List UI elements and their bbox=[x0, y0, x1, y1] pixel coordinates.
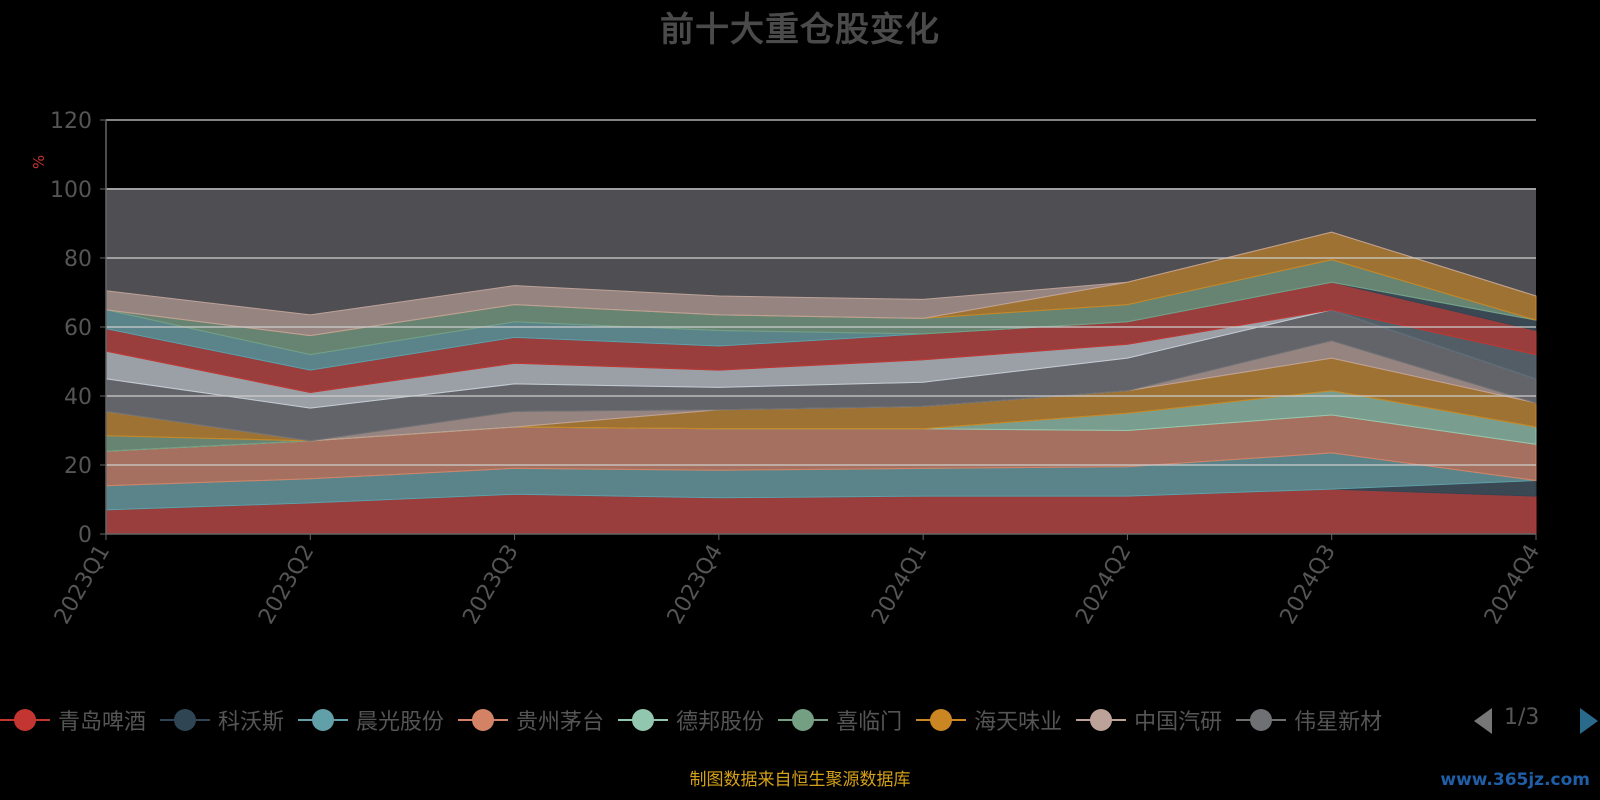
legend-item[interactable]: 青岛啤酒 bbox=[0, 703, 146, 737]
legend-marker-icon bbox=[618, 708, 669, 732]
legend-item-label: 伟星新材 bbox=[1294, 710, 1383, 735]
x-tick-label: 2023Q1 bbox=[50, 541, 115, 629]
legend-marker-icon bbox=[458, 708, 509, 732]
y-tick-label: 80 bbox=[64, 247, 92, 272]
legend-item[interactable]: 科沃斯 bbox=[160, 703, 284, 737]
legend-item[interactable]: 德邦股份 bbox=[618, 703, 764, 737]
x-tick-label: 2024Q1 bbox=[867, 541, 932, 629]
legend-item[interactable]: 贵州茅台 bbox=[458, 703, 604, 737]
x-tick-label: 2023Q2 bbox=[254, 541, 319, 629]
legend-next-page-button[interactable] bbox=[1580, 708, 1598, 734]
area-chart: 0 20 40 60 80 100 120 2023Q1 2023Q2 2023Q3 2023Q4… bbox=[30, 109, 1545, 629]
y-tick-label: 100 bbox=[50, 178, 92, 203]
legend-item-label: 中国汽研 bbox=[1134, 710, 1223, 735]
area-series-group bbox=[105, 231, 1537, 535]
watermark: www.365jz.com bbox=[1440, 770, 1590, 790]
x-tick-labels: 2023Q1 2023Q2 2023Q3 2023Q4 2024Q1 2024Q2 2024… bbox=[50, 534, 1545, 629]
legend-prev-page-button[interactable] bbox=[1474, 708, 1492, 734]
legend-item[interactable]: 喜临门 bbox=[778, 703, 902, 737]
y-tick-labels: 0 20 40 60 80 100 120 bbox=[50, 109, 106, 548]
legend-marker-icon bbox=[1076, 708, 1127, 732]
legend: 青岛啤酒 科沃斯 晨光股份 贵州茅台 德邦股份 喜临门 海天味业 中国汽研 伟星新材 bbox=[0, 703, 1500, 737]
legend-marker-icon bbox=[160, 708, 211, 732]
legend-marker-icon bbox=[1236, 708, 1287, 732]
legend-item[interactable]: 晨光股份 bbox=[298, 703, 444, 737]
y-axis-unit: % bbox=[30, 155, 48, 169]
x-tick-label: 2023Q4 bbox=[663, 541, 728, 629]
legend-item[interactable]: 海天味业 bbox=[916, 703, 1062, 737]
legend-item-label: 晨光股份 bbox=[356, 710, 445, 735]
legend-item-label: 贵州茅台 bbox=[516, 710, 605, 735]
x-tick-label: 2024Q4 bbox=[1480, 541, 1545, 629]
y-tick-label: 20 bbox=[64, 454, 92, 479]
legend-item[interactable]: 伟星新材 bbox=[1236, 703, 1382, 737]
y-tick-label: 0 bbox=[78, 523, 92, 548]
y-tick-label: 40 bbox=[64, 385, 92, 410]
legend-item-label: 科沃斯 bbox=[218, 710, 285, 735]
data-source-footnote: 制图数据来自恒生聚源数据库 bbox=[689, 770, 911, 790]
legend-item-label: 海天味业 bbox=[974, 710, 1063, 735]
legend-marker-icon bbox=[0, 708, 50, 732]
legend-marker-icon bbox=[298, 708, 349, 732]
legend-item-label: 德邦股份 bbox=[676, 710, 765, 735]
legend-item-label: 喜临门 bbox=[836, 710, 903, 735]
grid-lines bbox=[106, 119, 1536, 466]
chart-title: 前十大重仓股变化 bbox=[660, 10, 940, 50]
legend-marker-icon bbox=[778, 708, 829, 732]
y-tick-label: 120 bbox=[50, 109, 92, 134]
x-tick-label: 2024Q3 bbox=[1276, 541, 1341, 629]
legend-pager: 1/3 bbox=[1468, 703, 1600, 737]
y-tick-label: 60 bbox=[64, 316, 92, 341]
legend-page-indicator: 1/3 bbox=[1504, 705, 1540, 730]
area-series-17[interactable] bbox=[105, 231, 1537, 337]
legend-item-label: 青岛啤酒 bbox=[58, 710, 147, 735]
x-tick-label: 2024Q2 bbox=[1071, 541, 1136, 629]
legend-item[interactable]: 中国汽研 bbox=[1076, 703, 1222, 737]
legend-marker-icon bbox=[916, 708, 967, 732]
x-tick-label: 2023Q3 bbox=[458, 541, 523, 629]
